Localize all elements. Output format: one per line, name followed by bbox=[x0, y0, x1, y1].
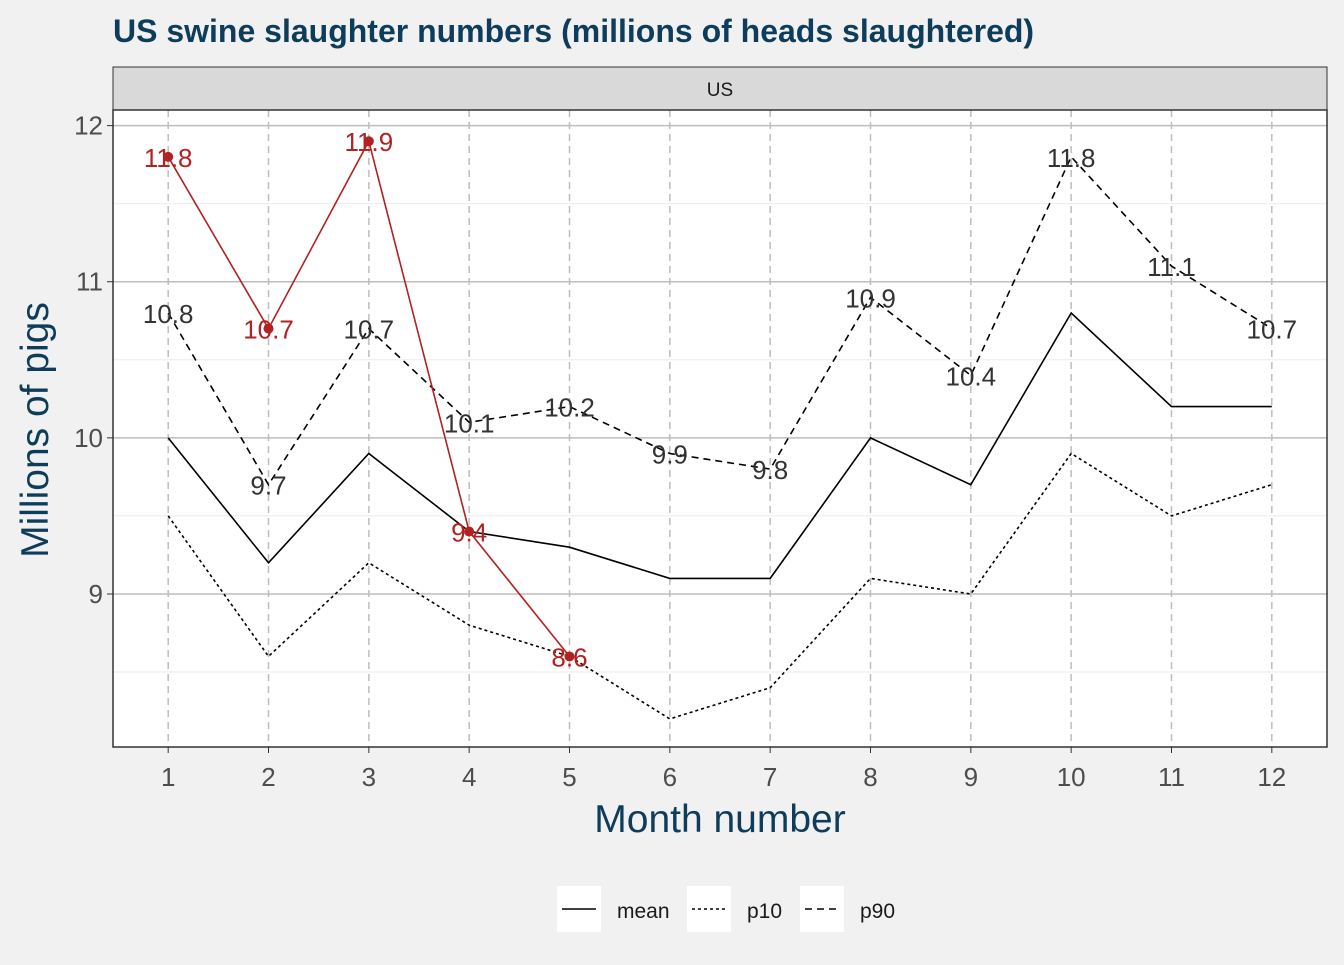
y-axis-title: Millions of pigs bbox=[14, 302, 57, 558]
data-label-highlight: 11.9 bbox=[344, 127, 393, 157]
data-label-p90: 11.1 bbox=[1147, 252, 1196, 282]
x-tick-label: 6 bbox=[663, 762, 677, 792]
x-tick-label: 12 bbox=[1257, 762, 1286, 792]
x-axis-title: Month number bbox=[594, 798, 845, 841]
x-tick-label: 2 bbox=[261, 762, 275, 792]
facet-strip bbox=[112, 66, 1328, 111]
data-label-p90: 9.9 bbox=[652, 439, 688, 469]
legend: mean p10 p90 bbox=[557, 886, 895, 932]
legend-label-mean: mean bbox=[617, 900, 670, 923]
x-tick-label: 1 bbox=[161, 762, 175, 792]
data-label-p90: 10.2 bbox=[544, 393, 595, 423]
plot-panel-border bbox=[112, 109, 1328, 748]
data-label-p90: 10.4 bbox=[946, 361, 997, 391]
legend-label-p90: p90 bbox=[860, 900, 895, 923]
legend-label-p10: p10 bbox=[747, 900, 782, 923]
highlight-point bbox=[464, 526, 475, 537]
x-tick-label: 10 bbox=[1057, 762, 1086, 792]
series-line-mean bbox=[167, 311, 1272, 580]
data-label-highlight: 10.7 bbox=[243, 315, 294, 345]
highlight-point bbox=[363, 136, 374, 147]
series-line-p10 bbox=[167, 452, 1273, 720]
y-tick-label: 9 bbox=[89, 579, 103, 609]
y-tick-label: 11 bbox=[76, 267, 103, 297]
data-label-p90: 9.7 bbox=[250, 471, 286, 501]
data-label-p90: 9.8 bbox=[752, 455, 788, 485]
x-tick-label: 3 bbox=[362, 762, 376, 792]
x-tick-label: 9 bbox=[964, 762, 978, 792]
x-tick-label: 4 bbox=[462, 762, 476, 792]
y-tick-label: 10 bbox=[74, 423, 103, 453]
grid-layer bbox=[113, 110, 1327, 747]
data-label-highlight: 9.4 bbox=[451, 518, 487, 548]
highlight-point bbox=[163, 151, 174, 162]
data-labels: 10.8 9.7 10.7 10.1 10.2 9.9 9.8 10.9 10.4 11.8 11.… bbox=[143, 127, 1297, 672]
data-label-p90: 10.1 bbox=[444, 408, 495, 438]
data-label-p90: 10.7 bbox=[1247, 315, 1298, 345]
chart-title: US swine slaughter numbers (millions of … bbox=[113, 13, 1034, 49]
x-tick-label: 7 bbox=[763, 762, 777, 792]
x-tick-label: 11 bbox=[1158, 762, 1185, 792]
x-tick-label: 5 bbox=[562, 762, 576, 792]
data-label-p90: 10.9 bbox=[845, 283, 896, 313]
facet-strip-label: US bbox=[707, 80, 733, 101]
highlight-point bbox=[564, 651, 575, 662]
lines-layer bbox=[163, 136, 1273, 720]
x-tick-label: 8 bbox=[863, 762, 877, 792]
plot-panel bbox=[113, 110, 1327, 747]
data-label-p90: 11.8 bbox=[1047, 143, 1096, 173]
y-tick-label: 12 bbox=[74, 111, 103, 141]
series-line-p90 bbox=[167, 155, 1273, 487]
data-label-p90: 10.8 bbox=[143, 299, 194, 329]
data-label-p90: 10.7 bbox=[344, 315, 395, 345]
data-label-highlight: 8.6 bbox=[551, 642, 587, 672]
highlight-point bbox=[263, 323, 274, 334]
data-label-highlight: 11.8 bbox=[144, 143, 193, 173]
